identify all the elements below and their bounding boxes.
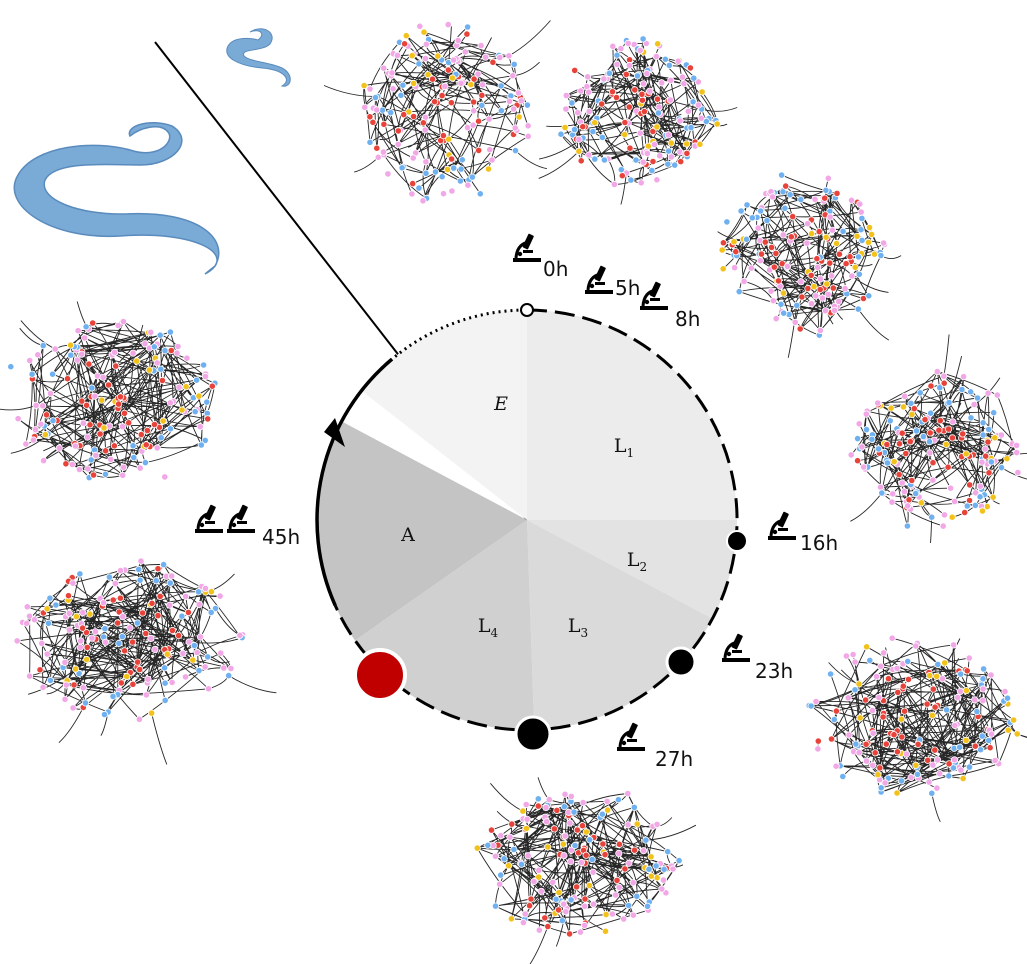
marker-molt	[516, 717, 550, 751]
microscope-icon	[195, 504, 223, 533]
time-label-0h: 0h	[543, 257, 568, 281]
time-label-27h: 27h	[655, 747, 693, 771]
network-graph	[14, 558, 276, 765]
time-label-45h: 45h	[262, 525, 300, 549]
time-label-23h: 23h	[755, 659, 793, 683]
microscope-icon	[722, 633, 750, 662]
network-graph	[848, 335, 1027, 543]
marker-molt	[727, 531, 747, 551]
time-label-16h: 16h	[800, 531, 838, 555]
network-graph	[474, 777, 696, 964]
microscope-icon	[768, 511, 796, 540]
marker-current	[355, 650, 405, 700]
worm-icon	[14, 123, 218, 274]
marker-molt	[667, 648, 695, 676]
microscope-icon	[640, 281, 668, 310]
network-graph	[806, 635, 1027, 822]
time-label-5h: 5h	[615, 276, 640, 300]
microscope-icon	[617, 722, 645, 751]
network-graph	[0, 302, 218, 481]
network-graph	[718, 172, 902, 358]
microscope-icon	[585, 265, 613, 294]
worm-icon	[227, 29, 290, 86]
microscope-icon	[513, 233, 541, 262]
time-label-8h: 8h	[675, 307, 700, 331]
network-graph	[324, 21, 551, 205]
microscope-icon	[227, 504, 255, 533]
network-graph	[539, 36, 737, 205]
stage-label-e: E	[493, 393, 508, 415]
stage-sector-l1	[527, 310, 737, 520]
marker-start	[521, 304, 533, 316]
stage-label-a: A	[400, 524, 415, 546]
